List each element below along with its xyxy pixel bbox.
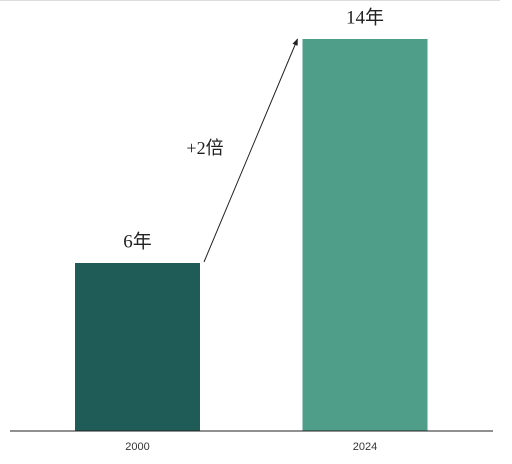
annotation: +2倍 <box>186 138 223 158</box>
value-label: 14年 <box>346 6 384 28</box>
x-tick-label: 2024 <box>353 441 377 453</box>
value-label: 6年 <box>123 230 152 252</box>
arrow <box>203 38 298 263</box>
x-tick-label: 2000 <box>125 441 149 453</box>
bar <box>302 39 428 431</box>
bar <box>75 263 200 431</box>
